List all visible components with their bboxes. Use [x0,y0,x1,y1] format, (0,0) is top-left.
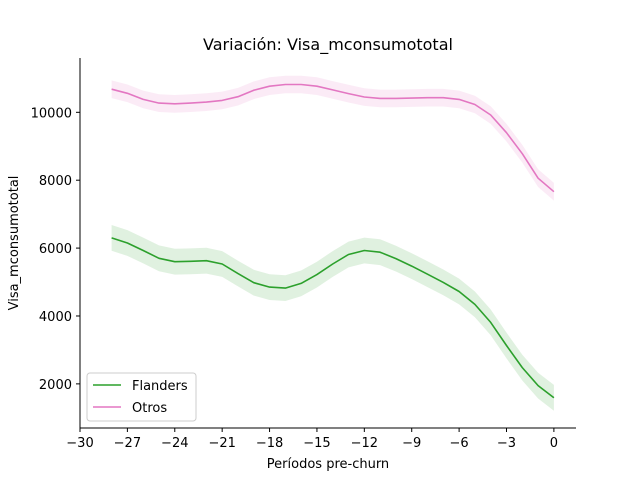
legend: Flanders Otros [86,372,197,422]
x-tick-label: 0 [550,436,558,451]
y-tick-label: 4000 [39,310,72,325]
y-tick-label: 8000 [39,174,72,189]
x-tick-label: −24 [161,436,188,451]
x-tick-label: −3 [497,436,516,451]
y-axis-label: Visa_mconsumototal [7,176,22,311]
confidence-bands [111,75,554,411]
x-tick-label: −18 [256,436,283,451]
band-otros [111,75,554,201]
band-flanders [111,225,554,411]
y-axis-ticks: 2000 4000 6000 8000 10000 [31,106,80,393]
x-axis-label: Períodos pre-churn [267,457,389,472]
x-tick-label: −27 [114,436,141,451]
y-tick-label: 6000 [39,242,72,257]
series-line-flanders [111,237,555,399]
x-tick-label: −30 [66,436,93,451]
x-tick-label: −21 [208,436,235,451]
legend-label-otros: Otros [132,401,167,416]
x-tick-label: −15 [303,436,330,451]
x-tick-label: −6 [450,436,469,451]
x-tick-label: −9 [402,436,421,451]
y-tick-label: 2000 [39,378,72,393]
legend-label-flanders: Flanders [132,379,188,394]
y-tick-label: 10000 [31,106,72,121]
x-axis-ticks: −30 −27 −24 −21 −18 −15 −12 −9 −6 −3 0 [66,428,558,451]
series-line-otros [111,83,555,193]
series-lines [111,83,555,399]
x-tick-label: −12 [351,436,378,451]
chart-title: Variación: Visa_mconsumototal [203,35,453,55]
